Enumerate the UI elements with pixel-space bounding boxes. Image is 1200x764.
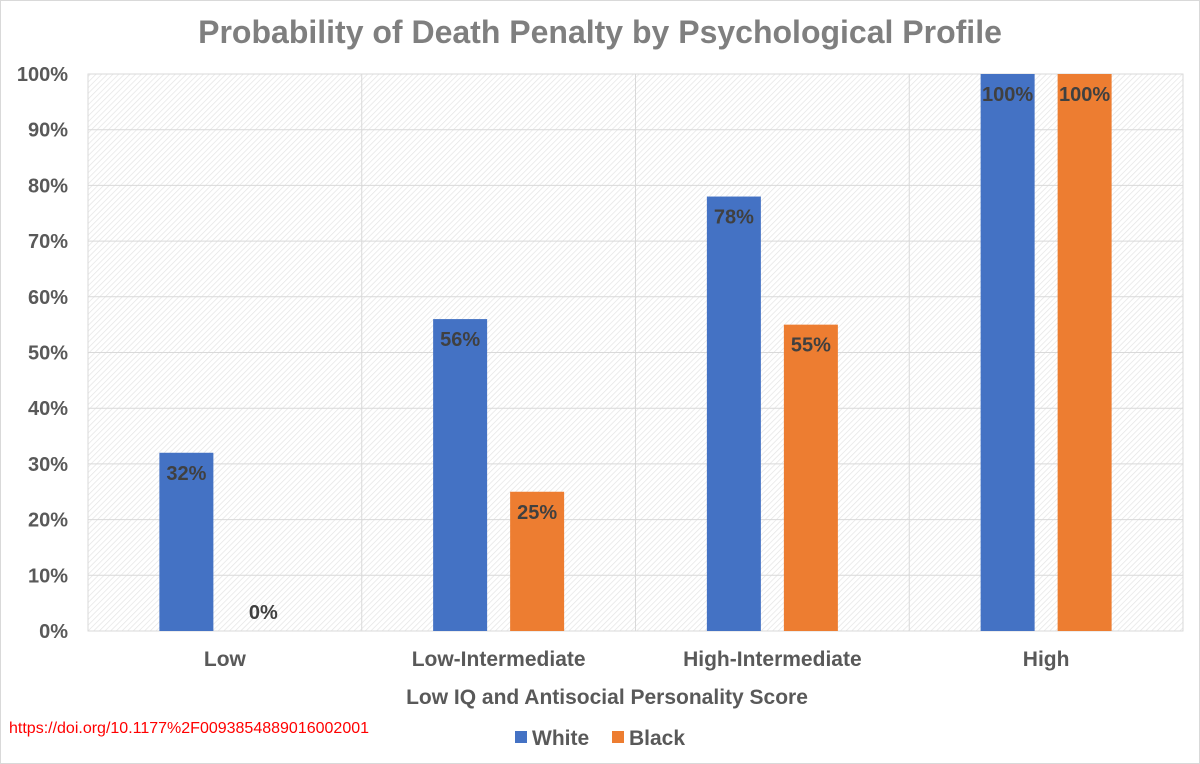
x-tick-label: Low-Intermediate — [412, 648, 586, 671]
bar-black — [1057, 74, 1112, 631]
bar-white — [706, 196, 761, 632]
legend: White Black — [515, 727, 685, 750]
legend-label: White — [532, 727, 589, 750]
bar-white — [433, 319, 488, 631]
legend-swatch-black — [612, 731, 624, 743]
y-tick-label: 40% — [28, 398, 68, 420]
x-tick-label: Low — [204, 648, 247, 671]
y-tick-label: 100% — [17, 64, 68, 86]
bar-white — [980, 74, 1035, 631]
x-axis-title: Low IQ and Antisocial Personality Score — [406, 686, 808, 709]
bar-black — [783, 324, 838, 631]
source-url[interactable]: https://doi.org/10.1177%2F00938548890160… — [9, 720, 370, 737]
chart-title: Probability of Death Penalty by Psycholo… — [198, 14, 1002, 50]
data-label: 100% — [982, 84, 1033, 106]
legend-swatch-white — [515, 731, 527, 743]
data-label: 78% — [714, 207, 754, 229]
y-tick-label: 50% — [28, 343, 68, 365]
y-tick-label: 0% — [39, 621, 68, 643]
x-tick-label: High-Intermediate — [683, 648, 862, 671]
plot-border — [87, 73, 1184, 632]
data-label: 0% — [249, 602, 278, 624]
y-tick-label: 10% — [28, 565, 68, 587]
data-label: 55% — [791, 335, 831, 357]
y-tick-label: 30% — [28, 454, 68, 476]
data-label: 32% — [166, 463, 206, 485]
data-label: 25% — [517, 502, 557, 524]
bar-white — [159, 452, 214, 631]
y-tick-label: 70% — [28, 231, 68, 253]
y-tick-label: 20% — [28, 510, 68, 532]
bar-black — [510, 491, 565, 631]
data-label: 56% — [440, 329, 480, 351]
y-tick-label: 90% — [28, 120, 68, 142]
legend-label: Black — [629, 727, 685, 750]
y-tick-label: 80% — [28, 175, 68, 197]
data-label: 100% — [1059, 84, 1110, 106]
y-tick-label: 60% — [28, 287, 68, 309]
x-tick-label: High — [1023, 648, 1070, 671]
